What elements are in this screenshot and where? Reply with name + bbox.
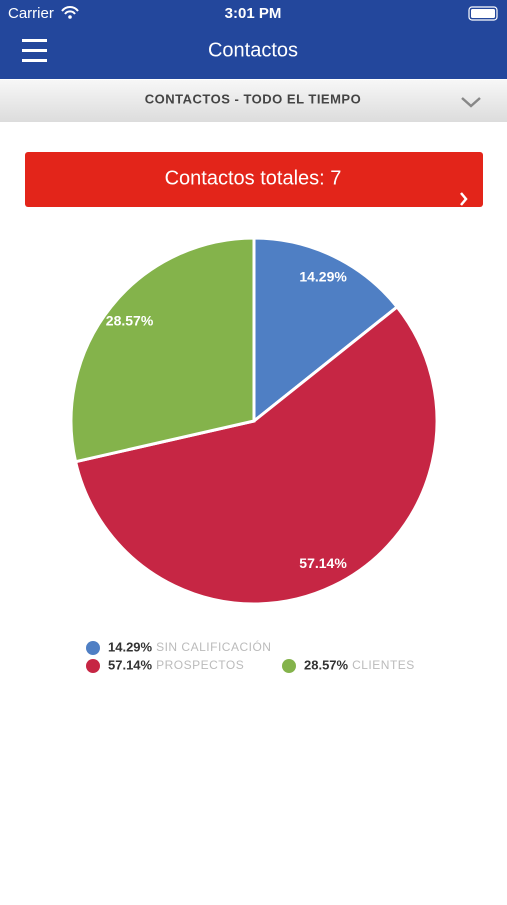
legend-name: CLIENTES — [352, 658, 415, 672]
slice-label: 57.14% — [299, 555, 347, 571]
pie-chart: 14.29% 57.14% 28.57% — [69, 236, 439, 606]
filter-dropdown[interactable]: CONTACTOS - TODO EL TIEMPO — [0, 80, 507, 122]
legend-swatch — [86, 659, 100, 673]
slice-label: 28.57% — [106, 312, 154, 328]
pie-slice — [69, 236, 256, 464]
legend-name: PROSPECTOS — [156, 658, 244, 672]
battery-level — [471, 9, 495, 18]
banner-bg — [25, 152, 483, 207]
slice-label: 14.29% — [299, 268, 347, 284]
legend-swatch — [282, 659, 296, 673]
wifi-dot — [68, 15, 72, 19]
menu-line — [22, 59, 47, 62]
legend-value: 57.14% — [108, 657, 153, 672]
menu-line — [22, 39, 47, 42]
pie-slice — [252, 236, 400, 425]
chevron-right — [460, 192, 468, 206]
menu-line — [22, 49, 47, 52]
total-banner[interactable]: Contactos totales: 7 — [25, 152, 483, 207]
legend-value: 14.29% — [108, 639, 153, 654]
clock: 3:01 PM — [225, 5, 282, 22]
legend-value: 28.57% — [304, 657, 349, 672]
menu-button[interactable] — [22, 39, 47, 62]
header-title: Contactos — [208, 39, 298, 61]
legend-swatch — [86, 641, 100, 655]
carrier: Carrier — [8, 5, 54, 22]
banner-label: Contactos totales: 7 — [165, 167, 342, 189]
wifi-icon — [61, 6, 79, 15]
battery — [468, 6, 498, 21]
legend-name: SIN CALIFICACIÓN — [156, 639, 271, 654]
filter-label: CONTACTOS - TODO EL TIEMPO — [145, 91, 361, 106]
pie-slice — [73, 304, 439, 606]
header-bg — [0, 0, 507, 79]
filter-bg — [0, 80, 507, 122]
chevron-down — [461, 97, 481, 108]
